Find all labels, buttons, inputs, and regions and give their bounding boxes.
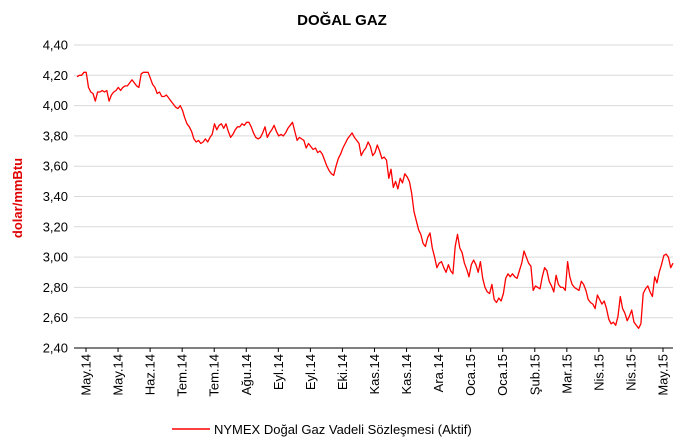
y-tick-label: 3,00 — [43, 250, 68, 265]
y-axis-label: dolar/mmBtu — [10, 158, 25, 238]
y-tick-label: 4,00 — [43, 98, 68, 113]
x-tick-label: Kas.14 — [399, 354, 414, 394]
x-tick-label: Haz.14 — [143, 354, 158, 395]
series-group — [76, 71, 674, 329]
x-tick-label: Ara.14 — [431, 354, 446, 392]
x-tick-labels: May.14 May.14 Haz.14 Tem.14 Tem.14 Ağu.14 Eyl.… — [79, 348, 671, 397]
y-tick-label: 2,60 — [43, 310, 68, 325]
x-tick-label: Eyl.14 — [271, 354, 286, 390]
chart-title: DOĞAL GAZ — [297, 11, 387, 29]
series-line — [76, 71, 674, 329]
x-tick-label: Tem.14 — [207, 354, 222, 397]
y-tick-label: 3,60 — [43, 159, 68, 174]
x-tick-label: Eki.14 — [335, 354, 350, 390]
x-tick-label: May.15 — [656, 354, 671, 396]
x-tick-label: Nis.15 — [623, 354, 638, 391]
x-tick-label: Oca.15 — [463, 354, 478, 396]
y-tick-label: 4,40 — [43, 38, 68, 53]
legend: NYMEX Doğal Gaz Vadeli Sözleşmesi (Aktif… — [172, 422, 472, 437]
y-tick-label: 4,20 — [43, 68, 68, 83]
y-tick-label: 2,40 — [43, 341, 68, 356]
y-tick-label: 3,20 — [43, 219, 68, 234]
y-tick-label: 3,80 — [43, 128, 68, 143]
x-tick-label: Nis.15 — [591, 354, 606, 391]
x-tick-label: May.14 — [79, 354, 94, 396]
x-tick-label: Şub.15 — [527, 354, 542, 395]
y-tick-label: 2,80 — [43, 280, 68, 295]
x-tick-label: Kas.14 — [367, 354, 382, 394]
y-tick-labels: 2,40 2,60 2,80 3,00 3,20 3,40 3,60 3,80 4,00 4,20… — [43, 38, 68, 356]
x-tick-label: Ağu.14 — [239, 354, 254, 395]
x-tick-label: May.14 — [111, 354, 126, 396]
x-tick-label: Eyl.14 — [303, 354, 318, 390]
x-tick-label: Tem.14 — [175, 354, 190, 397]
y-tick-label: 3,40 — [43, 189, 68, 204]
legend-label: NYMEX Doğal Gaz Vadeli Sözleşmesi (Aktif… — [214, 422, 472, 437]
x-tick-label: Oca.15 — [495, 354, 510, 396]
x-tick-label: Mar.15 — [559, 354, 574, 394]
gridlines — [74, 44, 673, 319]
